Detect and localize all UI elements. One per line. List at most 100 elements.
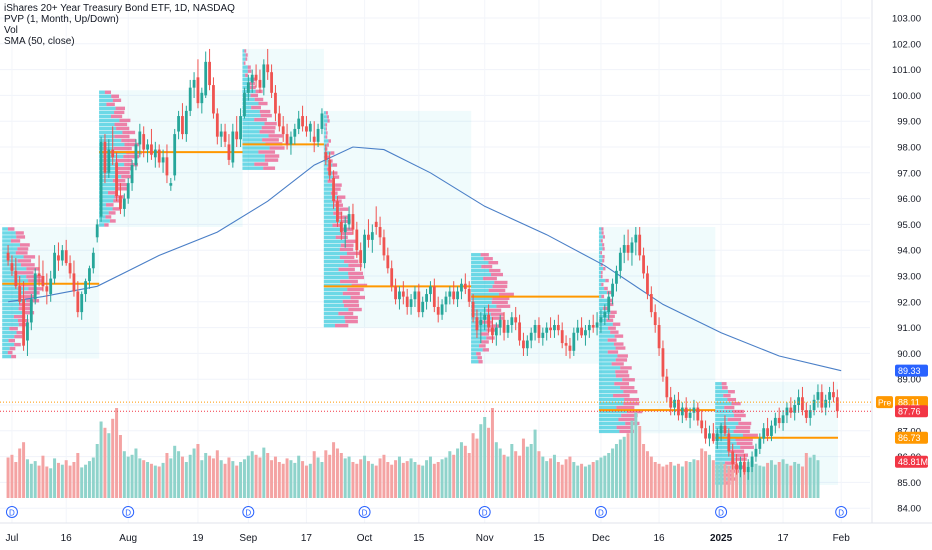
dividend-marker[interactable] xyxy=(122,506,135,518)
candle-body[interactable] xyxy=(103,141,107,173)
candle-body[interactable] xyxy=(29,299,33,323)
candle-body[interactable] xyxy=(677,399,680,416)
candle-body[interactable] xyxy=(157,149,161,163)
candle-body[interactable] xyxy=(475,317,479,331)
candle-body[interactable] xyxy=(398,291,401,300)
candle-body[interactable] xyxy=(777,417,781,424)
candle-body[interactable] xyxy=(421,301,425,313)
candle-body[interactable] xyxy=(367,234,370,240)
candle-body[interactable] xyxy=(808,410,812,418)
candle-body[interactable] xyxy=(615,270,618,284)
dividend-marker[interactable] xyxy=(715,506,728,518)
candle-body[interactable] xyxy=(196,77,200,104)
candle-body[interactable] xyxy=(138,131,142,145)
candle-body[interactable] xyxy=(603,312,607,318)
candle-body[interactable] xyxy=(277,113,281,127)
candle-body[interactable] xyxy=(328,159,332,176)
candle-body[interactable] xyxy=(525,340,529,349)
candle-body[interactable] xyxy=(14,270,18,287)
candle-body[interactable] xyxy=(204,61,208,96)
candle-body[interactable] xyxy=(281,126,285,135)
candle-body[interactable] xyxy=(607,296,611,313)
candle-body[interactable] xyxy=(723,425,727,434)
candle-body[interactable] xyxy=(250,74,254,83)
candle-body[interactable] xyxy=(595,322,599,328)
candle-body[interactable] xyxy=(452,291,456,300)
candle-body[interactable] xyxy=(18,286,22,302)
candle-body[interactable] xyxy=(584,330,587,336)
candle-body[interactable] xyxy=(258,79,262,88)
candle-body[interactable] xyxy=(754,448,758,457)
candle-body[interactable] xyxy=(797,397,800,405)
candle-body[interactable] xyxy=(363,234,366,264)
candle-body[interactable] xyxy=(448,291,452,297)
candle-body[interactable] xyxy=(692,407,696,413)
candle-body[interactable] xyxy=(553,325,556,331)
candle-body[interactable] xyxy=(537,325,541,338)
dividend-marker[interactable] xyxy=(478,506,491,518)
candle-body[interactable] xyxy=(126,183,130,199)
candle-body[interactable] xyxy=(246,82,250,93)
candle-body[interactable] xyxy=(181,116,184,135)
candle-body[interactable] xyxy=(832,392,835,398)
candle-body[interactable] xyxy=(429,286,432,295)
candle-body[interactable] xyxy=(177,116,180,132)
candle-body[interactable] xyxy=(119,196,122,209)
candle-body[interactable] xyxy=(10,263,14,271)
candle-body[interactable] xyxy=(169,183,173,186)
candle-body[interactable] xyxy=(378,226,382,238)
candle-body[interactable] xyxy=(479,319,483,326)
candle-body[interactable] xyxy=(506,325,510,333)
candle-body[interactable] xyxy=(401,291,405,297)
candle-body[interactable] xyxy=(529,332,533,341)
candle-body[interactable] xyxy=(88,268,91,282)
candle-body[interactable] xyxy=(467,288,471,302)
candle-body[interactable] xyxy=(150,144,153,155)
candle-body[interactable] xyxy=(568,345,572,351)
candle-body[interactable] xyxy=(115,162,118,197)
candle-body[interactable] xyxy=(142,134,146,150)
candle-body[interactable] xyxy=(564,343,568,346)
candle-body[interactable] xyxy=(657,325,661,349)
candle-body[interactable] xyxy=(715,433,719,442)
candle-body[interactable] xyxy=(804,410,808,418)
candle-body[interactable] xyxy=(22,299,25,346)
candle-body[interactable] xyxy=(192,79,196,88)
legend-sma[interactable]: SMA (50, close) xyxy=(4,36,75,47)
legend-pvp[interactable]: PVP (1, Month, Up/Down) xyxy=(4,14,119,25)
candle-body[interactable] xyxy=(212,85,215,114)
candle-body[interactable] xyxy=(727,433,731,452)
candle-body[interactable] xyxy=(60,250,64,261)
candle-body[interactable] xyxy=(649,294,653,313)
candle-body[interactable] xyxy=(746,466,750,473)
candle-body[interactable] xyxy=(708,433,711,439)
candle-body[interactable] xyxy=(781,415,785,424)
candle-body[interactable] xyxy=(64,250,68,264)
candle-body[interactable] xyxy=(231,131,235,163)
candle-body[interactable] xyxy=(731,451,735,465)
candle-body[interactable] xyxy=(758,438,762,449)
candle-body[interactable] xyxy=(239,116,242,140)
candle-body[interactable] xyxy=(111,149,115,158)
candle-body[interactable] xyxy=(173,134,177,176)
candle-body[interactable] xyxy=(820,392,824,408)
candle-body[interactable] xyxy=(68,263,72,274)
dividend-marker[interactable] xyxy=(5,506,18,518)
candlesticks[interactable] xyxy=(6,48,839,480)
candle-body[interactable] xyxy=(161,157,165,163)
candle-body[interactable] xyxy=(219,131,223,137)
candle-body[interactable] xyxy=(332,177,335,202)
candle-body[interactable] xyxy=(824,399,828,408)
dividend-marker[interactable] xyxy=(242,506,255,518)
candle-body[interactable] xyxy=(312,136,316,142)
candle-body[interactable] xyxy=(324,152,328,160)
candle-body[interactable] xyxy=(347,214,351,225)
candle-body[interactable] xyxy=(49,278,53,295)
candle-body[interactable] xyxy=(223,131,227,142)
candle-body[interactable] xyxy=(518,322,521,341)
candle-body[interactable] xyxy=(374,221,378,227)
candle-body[interactable] xyxy=(26,322,29,341)
candle-body[interactable] xyxy=(742,461,746,473)
candle-body[interactable] xyxy=(510,317,514,326)
candle-body[interactable] xyxy=(622,245,626,253)
